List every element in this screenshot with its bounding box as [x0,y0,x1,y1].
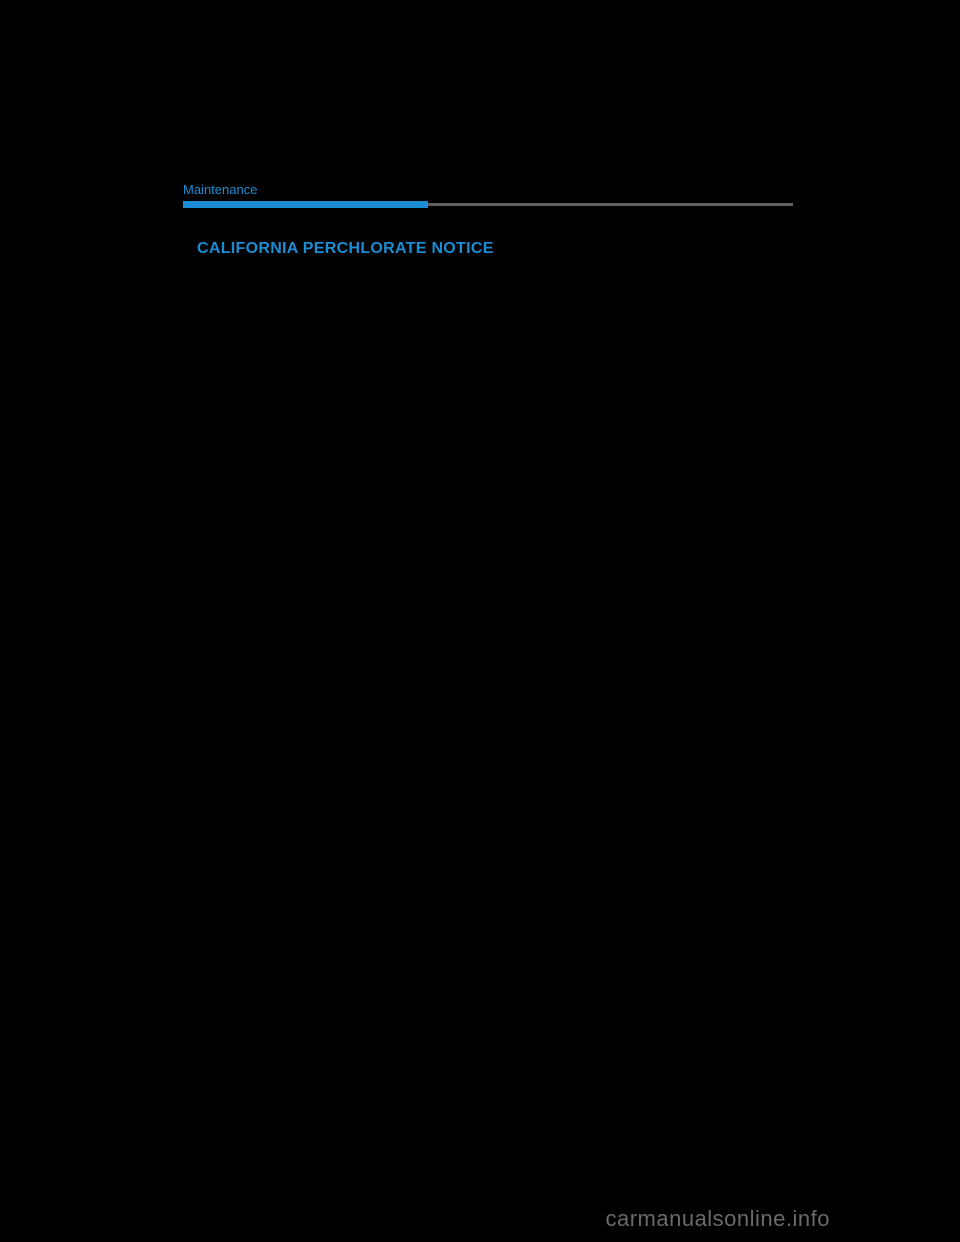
page-heading: CALIFORNIA PERCHLORATE NOTICE [197,240,793,258]
section-divider [183,201,793,208]
divider-gray-segment [428,203,793,206]
watermark: carmanualsonline.info [605,1206,830,1232]
divider-blue-segment [183,201,428,208]
section-label: Maintenance [183,182,793,197]
page-content: Maintenance CALIFORNIA PERCHLORATE NOTIC… [183,182,793,258]
